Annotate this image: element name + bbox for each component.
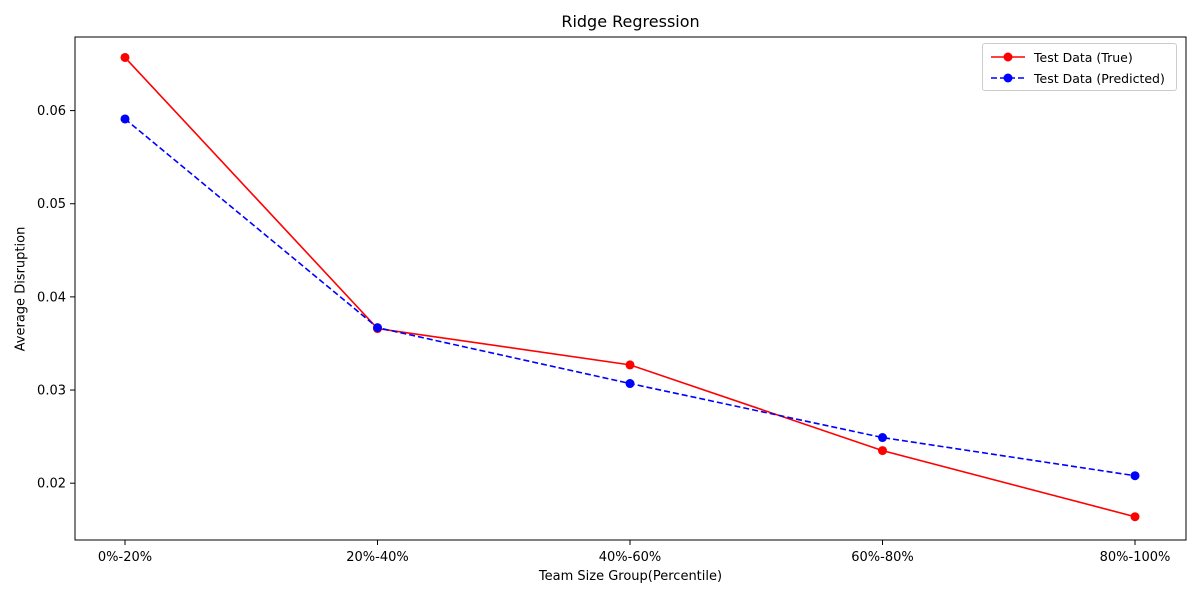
x-axis-label: Team Size Group(Percentile) bbox=[538, 569, 723, 584]
plot-area bbox=[74, 36, 1187, 541]
x-tick-label: 40%-60% bbox=[599, 550, 661, 565]
data-point bbox=[1130, 512, 1140, 522]
x-tick-label: 20%-40% bbox=[346, 550, 408, 565]
y-axis: 0.02 0.03 0.04 0.05 0.06 bbox=[37, 104, 75, 492]
data-point bbox=[120, 52, 130, 62]
x-tick-label: 80%-100% bbox=[1100, 550, 1171, 565]
legend-swatch-true bbox=[991, 52, 1025, 62]
data-point bbox=[625, 379, 635, 389]
y-tick-label: 0.03 bbox=[37, 384, 66, 399]
series-layer bbox=[120, 52, 1140, 522]
data-point bbox=[1130, 471, 1140, 481]
y-tick-label: 0.02 bbox=[37, 477, 66, 492]
data-point bbox=[373, 323, 382, 333]
legend-label-predicted: Test Data (Predicted) bbox=[1034, 70, 1165, 86]
data-point bbox=[878, 433, 887, 443]
legend-label-true: Test Data (True) bbox=[1034, 49, 1133, 65]
data-point bbox=[625, 360, 635, 370]
y-tick-label: 0.05 bbox=[37, 197, 66, 212]
legend: Test Data (True) Test Data (Predicted) bbox=[982, 43, 1177, 91]
legend-item-true: Test Data (True) bbox=[991, 48, 1133, 66]
data-point bbox=[120, 114, 130, 124]
chart-title: Ridge Regression bbox=[561, 12, 700, 31]
y-axis-label: Average Disruption bbox=[13, 226, 29, 352]
x-axis: 0%-20% 20%-40% 40%-60% 60%-80% 80%-100% bbox=[98, 540, 1170, 565]
x-tick-label: 0%-20% bbox=[98, 550, 152, 565]
legend-swatch-predicted bbox=[991, 73, 1025, 83]
legend-item-predicted: Test Data (Predicted) bbox=[991, 69, 1165, 87]
x-tick-label: 60%-80% bbox=[851, 550, 913, 565]
data-point bbox=[878, 446, 887, 456]
y-tick-label: 0.04 bbox=[37, 290, 66, 305]
y-tick-label: 0.06 bbox=[37, 104, 66, 119]
